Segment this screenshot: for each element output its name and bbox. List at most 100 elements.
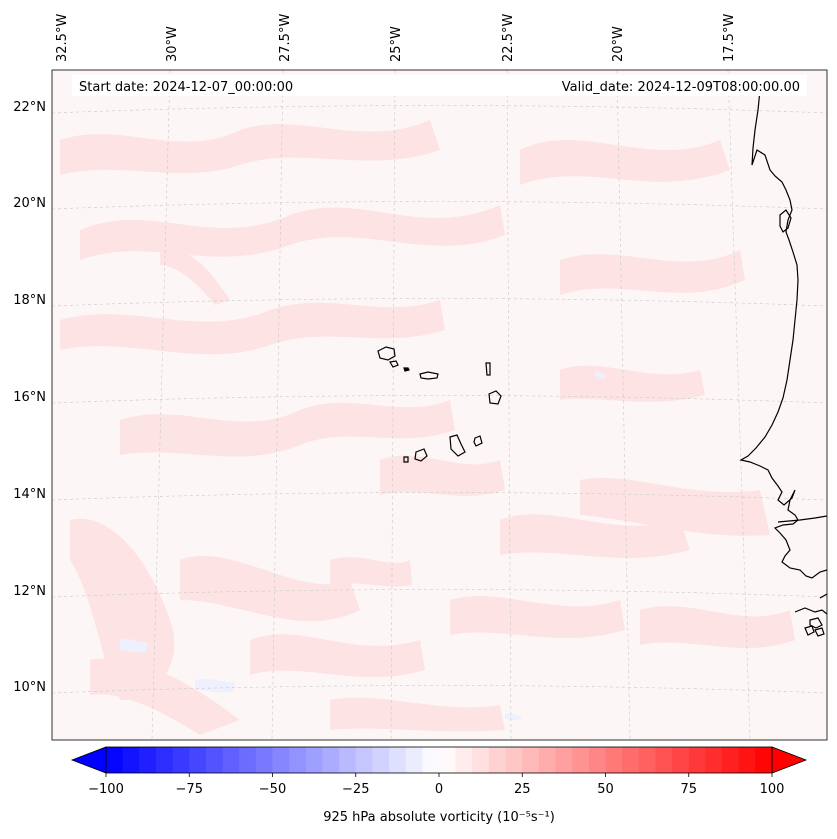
gridline-16n	[52, 395, 827, 404]
colorbar-segment	[572, 747, 590, 773]
colorbar-tick-label: 25	[514, 782, 531, 797]
colorbar-segment	[655, 747, 673, 773]
coastline-bijagos-2	[814, 627, 825, 637]
colorbar-tick-label: 100	[760, 782, 785, 797]
coastline-guinea-bissau-1	[794, 607, 827, 615]
colorbar-segment	[738, 747, 756, 773]
gridline-20n	[52, 201, 827, 210]
lat-label-10n: 10°N	[13, 680, 46, 695]
colorbar-segment	[155, 747, 174, 773]
vorticity-contours	[60, 120, 795, 735]
gridline-14n	[52, 492, 827, 501]
coastline-guinea-bissau-2	[809, 617, 823, 629]
colorbar: −100 −75 −50 −25 0 25 50 75 100 925 hPa absolute…	[70, 746, 808, 825]
island-fogo	[414, 448, 428, 462]
lon-label-27-5w: 27.5°W	[278, 14, 293, 62]
lat-label-18n: 18°N	[13, 293, 46, 308]
island-sao-vicente	[389, 360, 399, 368]
gridline-10n	[52, 685, 827, 694]
colorbar-tick-label: −75	[176, 782, 203, 797]
coastline-cap-blanc	[779, 209, 792, 233]
colorbar-segment	[422, 747, 440, 773]
colorbar-segment	[405, 747, 423, 773]
island-santa-luzia	[403, 367, 410, 372]
colorbar-extend-max	[771, 746, 808, 774]
lat-label-12n: 12°N	[13, 584, 46, 599]
colorbar-segment	[272, 747, 290, 773]
lon-label-30w: 30°W	[165, 26, 180, 62]
colorbar-tick-label: 75	[680, 782, 697, 797]
latitude-labels: 22°N 20°N 18°N 16°N 14°N 12°N 10°N	[13, 100, 46, 695]
coastline-mauritania-senegal	[739, 89, 827, 579]
vorticity-negative-contours	[120, 371, 606, 721]
longitude-labels: 32.5°W 30°W 27.5°W 25°W 22.5°W 20°W 17.5…	[55, 14, 737, 62]
colorbar-segment	[239, 747, 257, 773]
gridline-12n	[52, 589, 827, 598]
colorbar-segment	[755, 747, 773, 773]
colorbar-segment	[106, 747, 124, 773]
island-sao-nicolau	[419, 371, 439, 380]
lon-label-25w: 25°W	[389, 26, 404, 62]
colorbar-segment	[205, 747, 224, 773]
coastline-guinea	[819, 593, 827, 599]
coastline-bijagos-1	[804, 625, 815, 636]
island-boa-vista	[488, 390, 502, 405]
island-sal	[485, 362, 491, 376]
colorbar-segment	[505, 747, 523, 773]
gridline-25w	[390, 70, 396, 740]
colorbar-tick-label: 50	[597, 782, 614, 797]
colorbar-segment	[455, 747, 473, 773]
colorbar-segment	[705, 747, 723, 773]
colorbar-segment	[305, 747, 324, 773]
colorbar-segment	[255, 747, 274, 773]
colorbar-segment	[439, 747, 457, 773]
colorbar-segment	[522, 747, 540, 773]
map-panel: Start date: 2024-12-07_00:00:00 Valid_da…	[52, 70, 827, 740]
colorbar-tick-label: −25	[342, 782, 369, 797]
colorbar-segment	[172, 747, 190, 773]
colorbar-segment	[122, 747, 140, 773]
lon-label-20w: 20°W	[611, 26, 626, 62]
start-date-label: Start date: 2024-12-07_00:00:00	[79, 80, 293, 95]
gridline-30w	[151, 70, 171, 740]
colorbar-segment	[289, 747, 307, 773]
colorbar-segment	[339, 747, 357, 773]
island-santiago	[449, 434, 466, 457]
colorbar-segment	[389, 747, 407, 773]
lat-label-20n: 20°N	[13, 196, 46, 211]
colorbar-segment	[555, 747, 573, 773]
african-coastline	[739, 89, 827, 637]
map-frame	[51, 69, 828, 741]
colorbar-segment	[638, 747, 657, 773]
island-santo-antao	[377, 346, 396, 361]
gridline-27-5w	[271, 70, 284, 740]
gridline-22-5w	[506, 70, 512, 740]
colorbar-segment	[722, 747, 740, 773]
header-background	[72, 75, 807, 96]
lon-label-32-5w: 32.5°W	[55, 14, 70, 62]
colorbar-segment	[189, 747, 207, 773]
gridline-22n	[52, 105, 827, 114]
lat-label-16n: 16°N	[13, 390, 46, 405]
colorbar-segment	[355, 747, 373, 773]
lon-label-17-5w: 17.5°W	[722, 14, 737, 62]
colorbar-segment	[222, 747, 240, 773]
colorbar-label: 925 hPa absolute vorticity (10⁻⁵s⁻¹)	[323, 810, 555, 825]
colorbar-segment	[139, 747, 157, 773]
colorbar-segment	[472, 747, 490, 773]
colorbar-segment	[672, 747, 690, 773]
colorbar-segment	[605, 747, 623, 773]
island-maio	[473, 435, 483, 447]
colorbar-segment	[322, 747, 340, 773]
lat-label-22n: 22°N	[13, 100, 46, 115]
colorbar-segments	[106, 747, 773, 773]
colorbar-tick-label: 0	[435, 782, 443, 797]
colorbar-segment	[488, 747, 507, 773]
island-brava	[403, 456, 409, 463]
gridline-17-5w	[727, 70, 751, 740]
gridline-20w	[616, 70, 631, 740]
gridline-18n	[52, 298, 827, 307]
lon-label-22-5w: 22.5°W	[501, 14, 516, 62]
colorbar-segment	[372, 747, 390, 773]
colorbar-segment	[622, 747, 640, 773]
